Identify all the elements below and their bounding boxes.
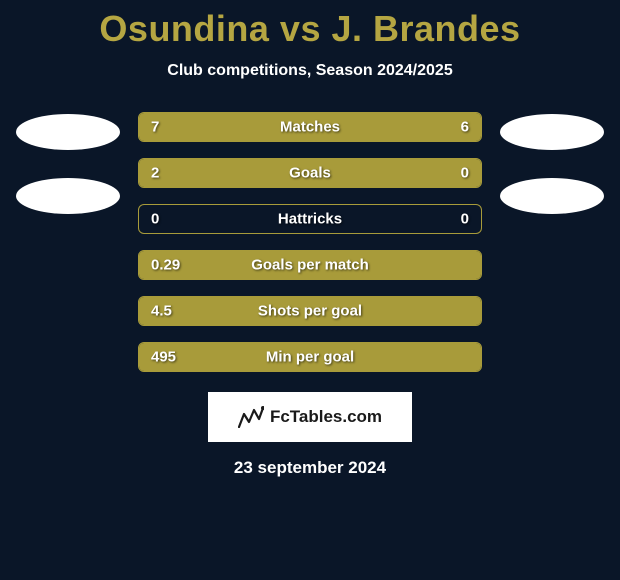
right-oval-column [500,112,604,214]
page-title: Osundina vs J. Brandes [0,8,620,50]
stat-value-left: 495 [151,349,176,366]
stat-value-left: 2 [151,165,159,182]
stat-label: Goals per match [251,257,369,274]
stat-value-right: 6 [461,119,469,136]
comparison-bars: 7 Matches 6 2 Goals 0 0 Hattricks 0 0.29 Goals per… [138,112,482,372]
stat-row: 4.5 Shots per goal [138,296,482,326]
stat-value-right: 0 [461,165,469,182]
stat-row: 0.29 Goals per match [138,250,482,280]
stat-row: 495 Min per goal [138,342,482,372]
date-label: 23 september 2024 [0,458,620,478]
stat-row: 0 Hattricks 0 [138,204,482,234]
stat-label: Min per goal [266,349,354,366]
fctables-logo-icon [238,406,264,428]
stat-value-left: 0 [151,211,159,228]
stat-label: Matches [280,119,340,136]
player-oval-left [16,114,120,150]
logo-text: FcTables.com [270,407,382,427]
stat-row: 2 Goals 0 [138,158,482,188]
stat-value-left: 0.29 [151,257,180,274]
stat-label: Hattricks [278,211,342,228]
subtitle: Club competitions, Season 2024/2025 [0,62,620,80]
player-oval-right [500,114,604,150]
stat-value-left: 4.5 [151,303,172,320]
stat-fill-left [139,159,399,187]
logo-box: FcTables.com [208,392,412,442]
stat-row: 7 Matches 6 [138,112,482,142]
stat-value-left: 7 [151,119,159,136]
player-oval-right [500,178,604,214]
left-oval-column [16,112,120,214]
stat-value-right: 0 [461,211,469,228]
stats-area: 7 Matches 6 2 Goals 0 0 Hattricks 0 0.29 Goals per… [0,112,620,372]
player-oval-left [16,178,120,214]
infographic-container: Osundina vs J. Brandes Club competitions… [0,0,620,478]
stat-label: Goals [289,165,331,182]
stat-fill-right [323,113,481,141]
stat-label: Shots per goal [258,303,362,320]
